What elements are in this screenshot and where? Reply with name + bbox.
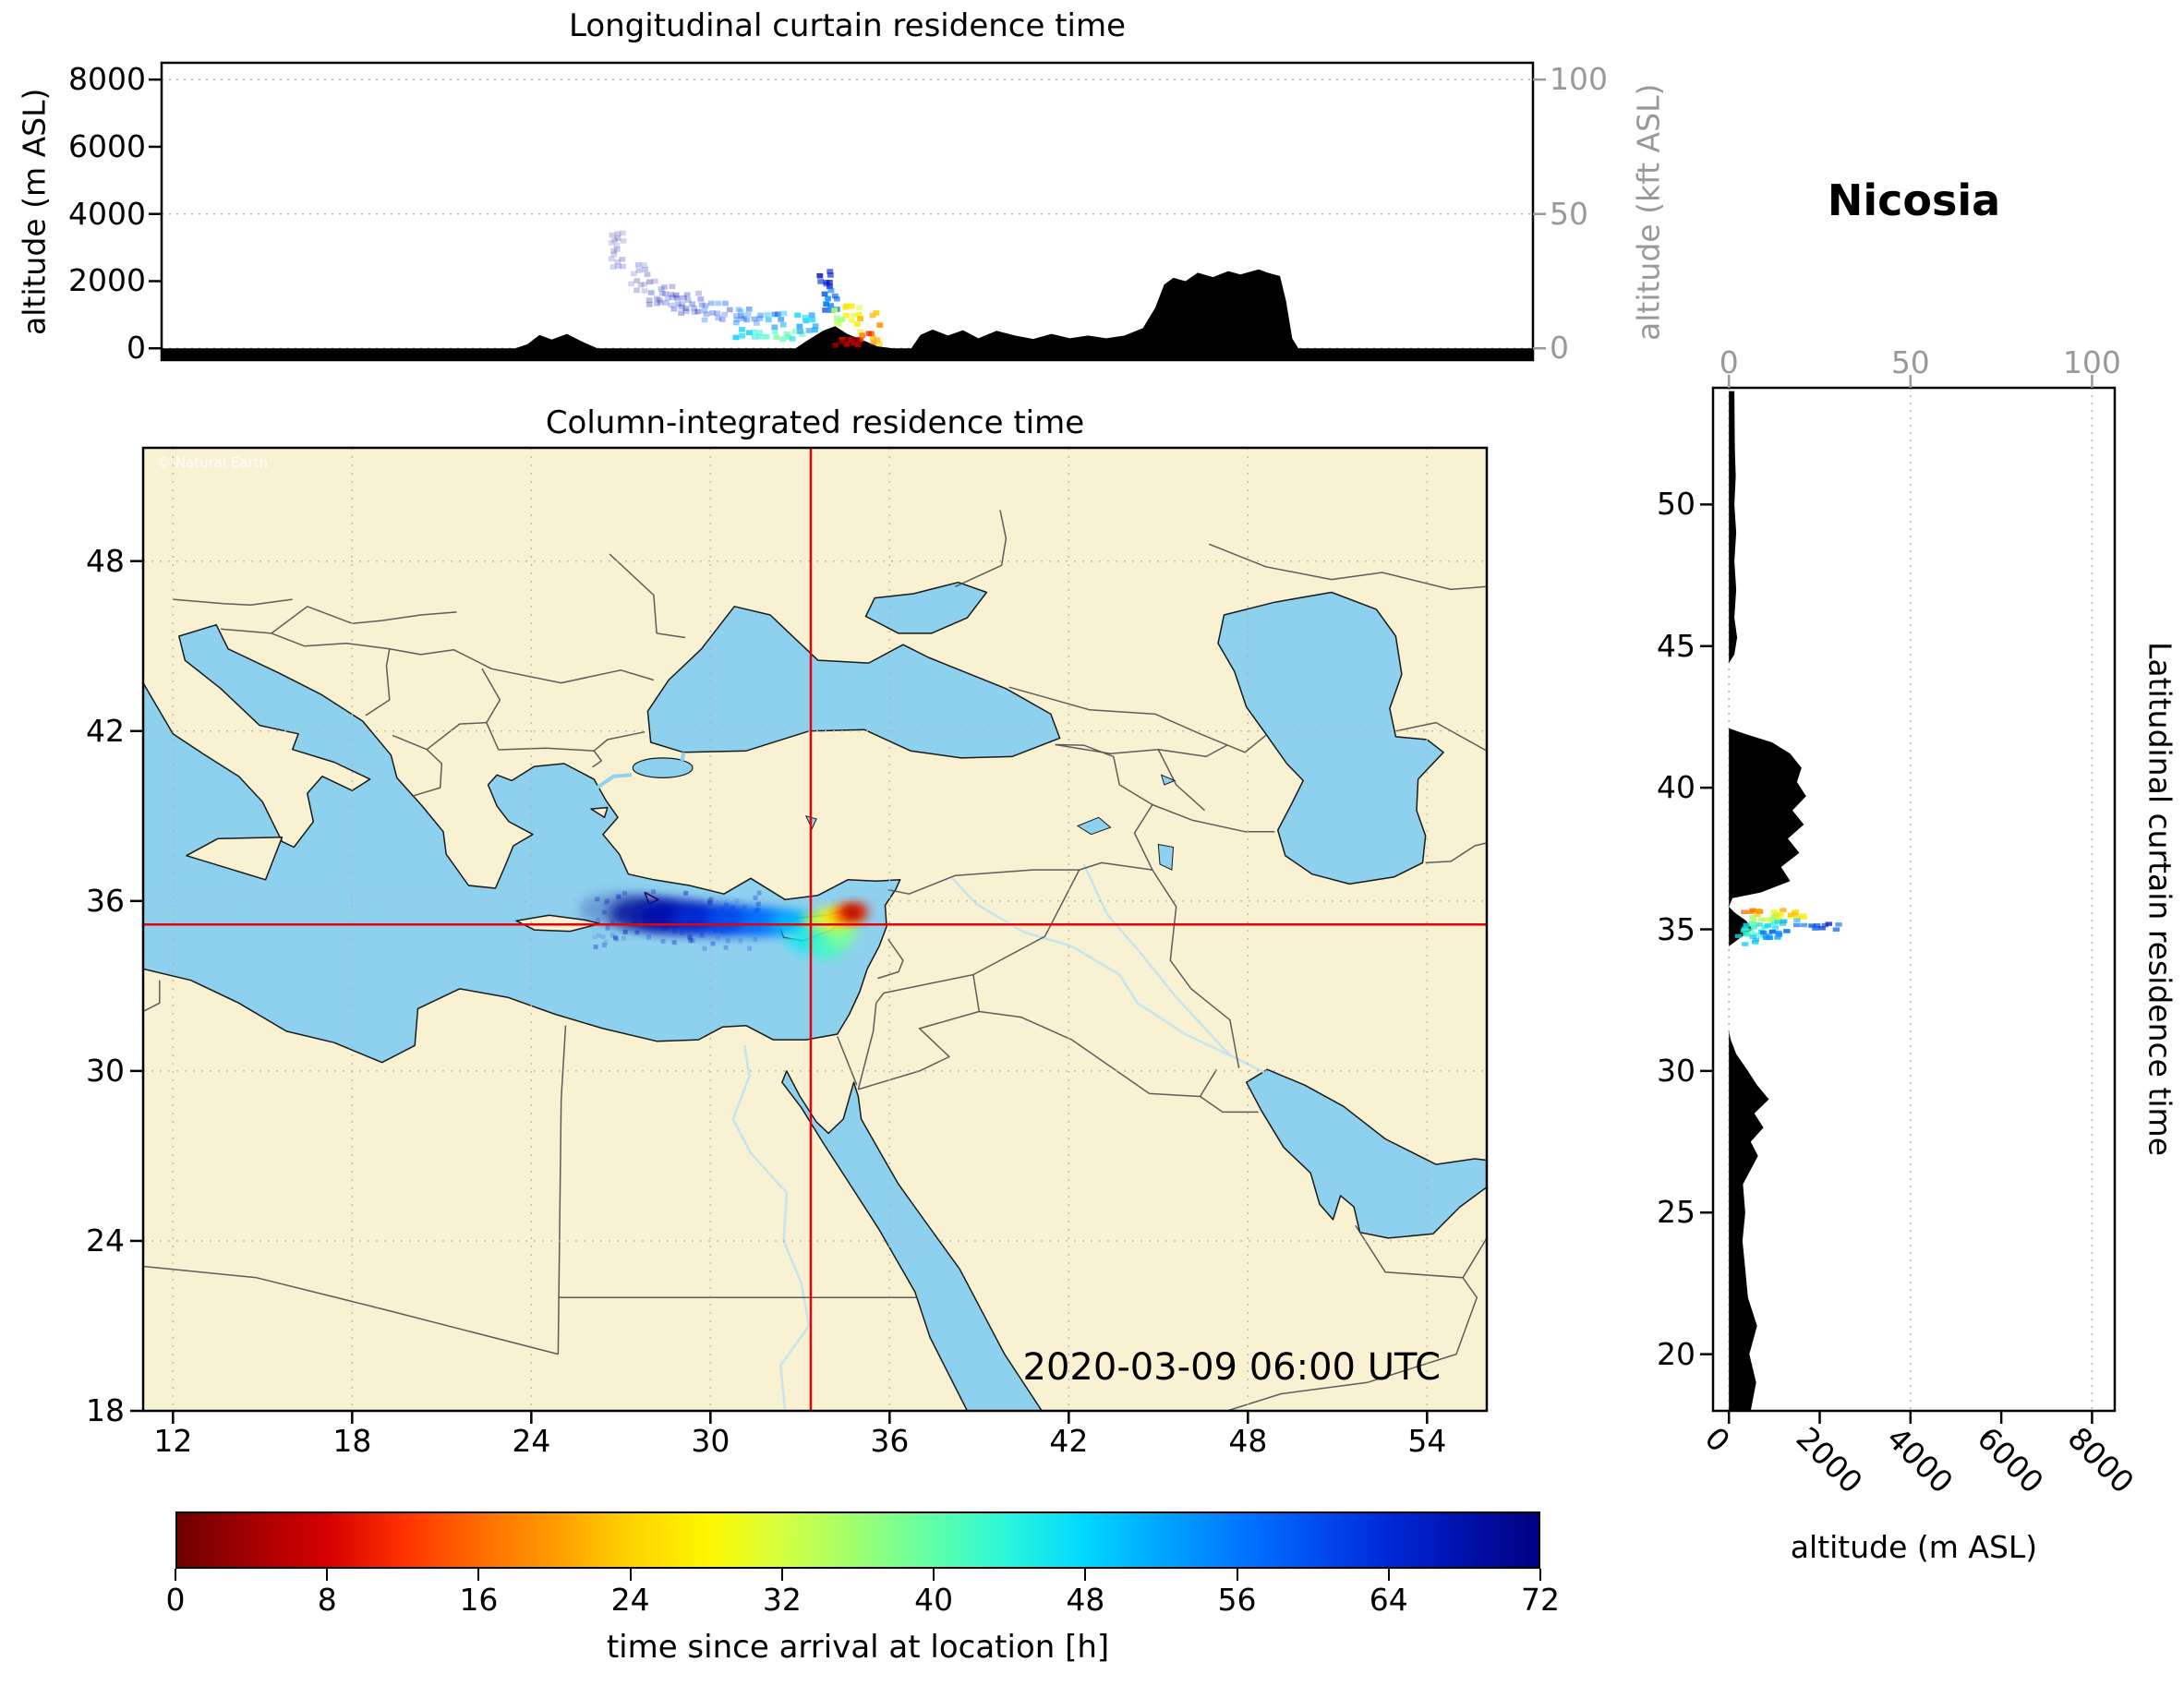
map-panel-title: Column-integrated residence time (545, 404, 1085, 441)
colorbar-tick-label: 32 (762, 1582, 802, 1618)
right-ytick: 50 (1657, 486, 1695, 523)
colorbar-tickmark (780, 1569, 783, 1581)
colorbar-tickmark (1387, 1569, 1390, 1581)
right-ytick: 40 (1657, 769, 1695, 806)
map-xtick: 42 (1049, 1423, 1089, 1459)
timestamp: 2020-03-09 06:00 UTC (1022, 1346, 1441, 1389)
colorbar-tickmark (326, 1569, 329, 1581)
right-xtick-top: 0 (1719, 344, 1739, 380)
top-ytick-right: 100 (1550, 61, 1608, 98)
top-ylabel-left: altitude (m ASL) (16, 88, 53, 335)
colorbar-tickmark (933, 1569, 935, 1581)
map-ytick: 36 (86, 882, 125, 919)
right-side-label: Latitudinal curtain residence time (2142, 642, 2178, 1157)
colorbar-tick-label: 24 (610, 1582, 650, 1618)
map-ytick: 18 (86, 1392, 125, 1428)
latitudinal-curtain-panel (1700, 375, 2117, 1424)
right-xtick-bottom: 2000 (1789, 1419, 1870, 1500)
map-xtick: 48 (1228, 1423, 1268, 1459)
right-ytick: 45 (1657, 627, 1695, 664)
colorbar-tickmark (477, 1569, 480, 1581)
map-xtick: 24 (512, 1423, 551, 1459)
right-ytick: 30 (1657, 1052, 1695, 1089)
colorbar-tickmark (1236, 1569, 1238, 1581)
map-xtick: 18 (332, 1423, 372, 1459)
map-xtick: 36 (870, 1423, 910, 1459)
right-xtick-bottom: 0 (1697, 1419, 1738, 1460)
right-xtick-bottom: 6000 (1970, 1419, 2051, 1500)
colorbar-tick-label: 16 (459, 1582, 499, 1618)
right-xtick-bottom: 8000 (2060, 1419, 2142, 1500)
colorbar-tickmark (1539, 1569, 1541, 1581)
top-ytick-left: 6000 (68, 127, 146, 164)
longitudinal-curtain-panel (149, 61, 1546, 362)
top-ytick-right: 50 (1550, 195, 1588, 232)
right-ytick: 25 (1657, 1194, 1695, 1231)
station-title: Nicosia (1827, 175, 2001, 225)
colorbar-tick-label: 64 (1369, 1582, 1408, 1618)
right-xlabel: altitude (m ASL) (1790, 1529, 2038, 1565)
map-xtick: 30 (691, 1423, 730, 1459)
top-ytick-right: 0 (1550, 330, 1569, 367)
right-xtick-bottom: 4000 (1879, 1419, 1961, 1500)
colorbar-tick-label: 56 (1217, 1582, 1257, 1618)
colorbar-tickmark (175, 1569, 176, 1581)
map-panel (130, 446, 1489, 1424)
colorbar-tickmark (1084, 1569, 1087, 1581)
map-xtick: 12 (153, 1423, 193, 1459)
colorbar-tick-label: 8 (317, 1582, 337, 1618)
top-panel-title: Longitudinal curtain residence time (568, 7, 1127, 44)
right-ytick: 20 (1657, 1335, 1695, 1372)
map-ytick: 30 (86, 1052, 125, 1089)
colorbar-tick-label: 48 (1066, 1582, 1105, 1618)
colorbar (175, 1511, 1540, 1569)
right-xtick-top: 50 (1890, 344, 1930, 380)
right-ytick: 35 (1657, 910, 1695, 947)
map-attribution: © Natural Earth (157, 454, 269, 471)
colorbar-tickmark (629, 1569, 632, 1581)
map-ytick: 48 (86, 542, 125, 579)
map-ytick: 42 (86, 712, 125, 749)
top-ytick-left: 8000 (68, 61, 146, 98)
colorbar-label: time since arrival at location [h] (606, 1629, 1110, 1666)
colorbar-tick-label: 72 (1521, 1582, 1560, 1618)
top-ytick-left: 4000 (68, 195, 146, 232)
colorbar-tick-label: 0 (165, 1582, 186, 1618)
colorbar-tick-label: 40 (914, 1582, 954, 1618)
map-xtick: 54 (1407, 1423, 1447, 1459)
right-xtick-top: 100 (2062, 344, 2121, 380)
map-ytick: 24 (86, 1222, 125, 1258)
top-ytick-left: 0 (127, 330, 146, 367)
top-ytick-left: 2000 (68, 262, 146, 299)
